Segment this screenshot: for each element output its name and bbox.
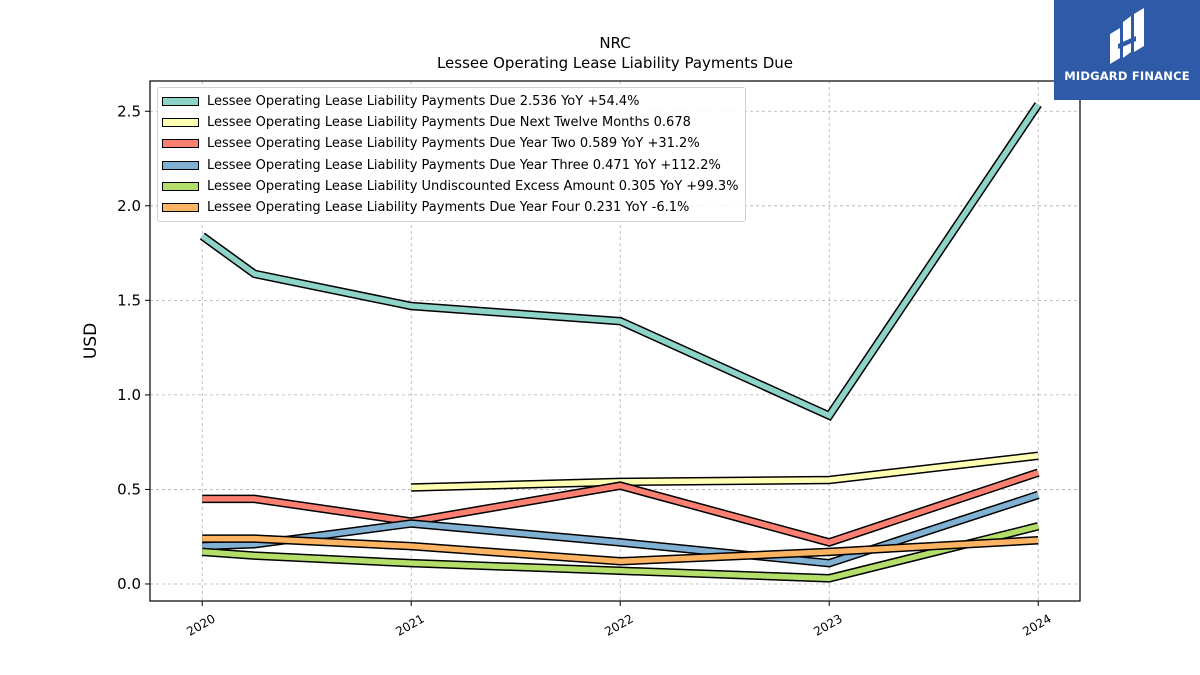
chart-subtitle: Lessee Operating Lease Liability Payment… [437,54,793,72]
y-tick-label: 0.5 [117,480,141,498]
x-tick-label: 2023 [811,611,844,638]
legend-label: Lessee Operating Lease Liability Payment… [207,136,700,152]
y-tick-label: 2.0 [117,197,141,215]
series-stroke [411,453,1039,491]
logo-text: MIDGARD FINANCE [1064,69,1190,83]
y-tick-label: 2.5 [117,102,141,120]
legend-item: Lessee Operating Lease Liability Payment… [162,91,738,112]
y-axis-label: USD [81,323,101,359]
legend-swatch [162,203,199,213]
legend-swatch [162,118,199,128]
legend-item: Lessee Operating Lease Liability Payment… [162,133,738,154]
y-tick-label: 0.0 [117,575,141,593]
series-line-5 [201,522,1040,583]
legend-label: Lessee Operating Lease Liability Payment… [207,94,640,110]
y-tick-label: 1.0 [117,386,141,404]
y-tick-label: 1.5 [117,291,141,309]
series-line-4 [202,490,1040,568]
legend-label: Lessee Operating Lease Liability Payment… [207,200,690,216]
legend-item: Lessee Operating Lease Liability Payment… [162,155,738,176]
legend-item: Lessee Operating Lease Liability Payment… [162,197,738,218]
legend-swatch [162,181,199,191]
series-line-2 [411,451,1039,492]
series-stroke [202,535,1039,565]
legend-label: Lessee Operating Lease Liability Payment… [207,115,691,131]
legend-label: Lessee Operating Lease Liability Undisco… [207,178,739,194]
chart-legend: Lessee Operating Lease Liability Payment… [157,87,747,223]
x-tick-label: 2022 [602,611,635,638]
legend-item: Lessee Operating Lease Liability Payment… [162,112,738,133]
chart-title: NRC [599,34,630,52]
legend-swatch [162,97,199,107]
series-line-1 [199,102,1042,422]
series-stroke [202,523,1039,582]
logo-mark-icon [1110,8,1144,64]
series-stroke [202,469,1040,546]
series-line-6 [202,534,1039,566]
legend-item: Lessee Operating Lease Liability Undisco… [162,176,738,197]
series-line-3 [202,468,1040,547]
x-tick-label: 2024 [1020,611,1053,638]
midgard-finance-logo: MIDGARD FINANCE [1054,0,1200,100]
plot-frame [149,80,1081,602]
legend-swatch [162,160,199,170]
legend-swatch [162,139,199,149]
legend-label: Lessee Operating Lease Liability Payment… [207,157,721,173]
series-stroke [202,492,1040,566]
x-tick-label: 2021 [393,611,426,638]
x-tick-label: 2020 [184,611,217,638]
series-outline [202,490,1040,568]
series-stroke [200,102,1041,420]
